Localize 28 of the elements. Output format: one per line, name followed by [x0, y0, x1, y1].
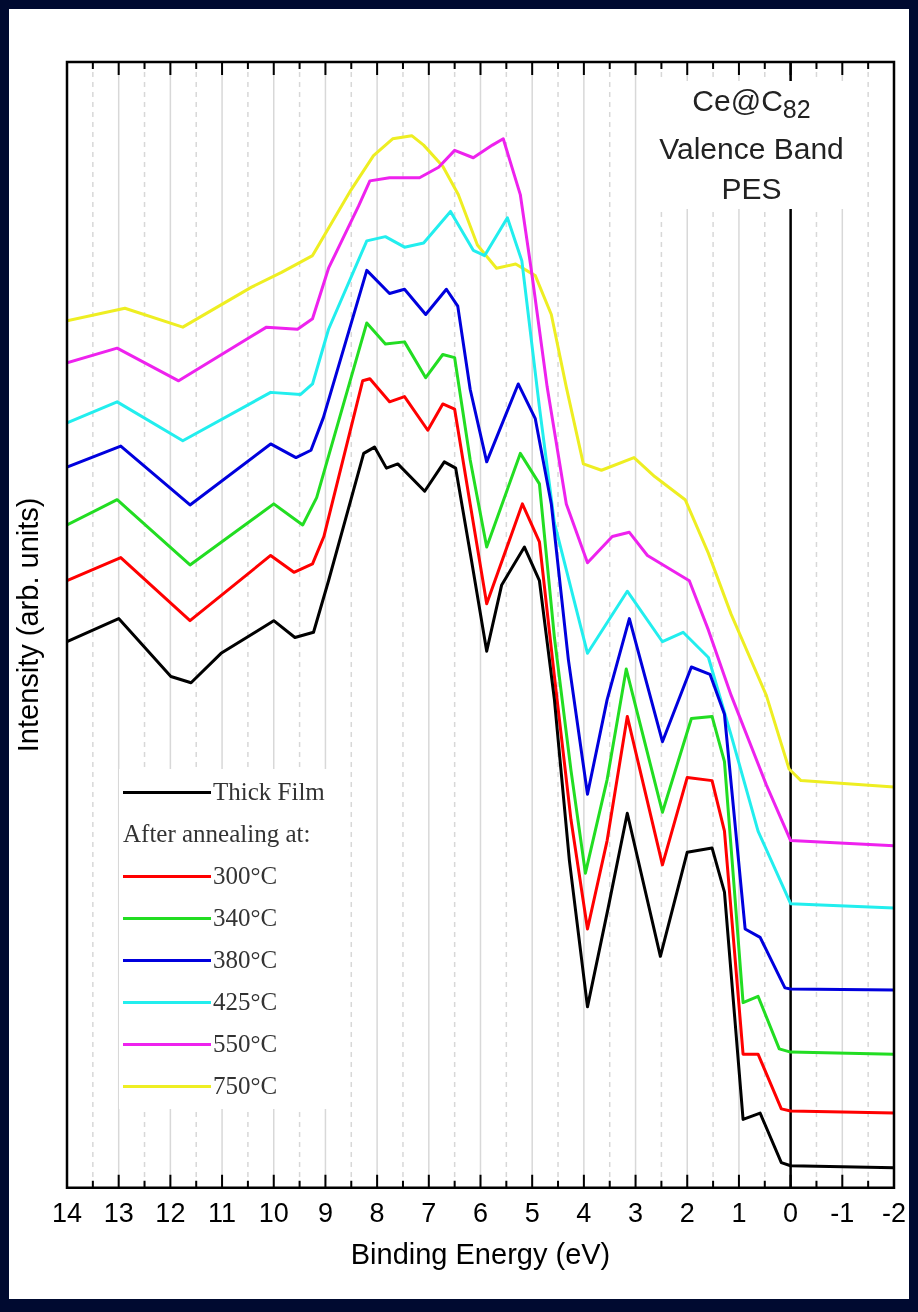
x-tick-label: 11: [208, 1198, 237, 1229]
x-tick-label: 14: [51, 1198, 83, 1229]
y-axis-title: Intensity (arb. units): [12, 497, 45, 753]
x-tick-label: 10: [258, 1198, 289, 1229]
legend-title: After annealing at:: [123, 819, 312, 849]
x-tick-label: 4: [576, 1198, 592, 1229]
chart-title: Ce@C$_{82}$ Valence Band PES: [644, 81, 859, 209]
x-tick-label: 8: [369, 1198, 385, 1229]
legend-label: 300°C: [213, 862, 278, 890]
x-tick-label: 7: [421, 1198, 437, 1229]
legend-label: 425°C: [213, 988, 278, 1016]
x-tick-label: 6: [472, 1198, 489, 1229]
x-axis-title: Binding Energy (eV): [350, 1237, 611, 1270]
legend-label: 340°C: [213, 904, 278, 932]
legend-label: Thick Film: [213, 778, 325, 806]
x-tick-label: 1: [731, 1198, 747, 1229]
legend-label: 750°C: [213, 1072, 278, 1100]
legend-label: 380°C: [213, 946, 278, 974]
x-tick-label: 3: [628, 1198, 644, 1229]
x-tick-label: -1: [830, 1198, 855, 1229]
x-tick-label: 5: [524, 1198, 540, 1229]
x-tick-label: 2: [679, 1198, 695, 1229]
x-tick-label: -2: [881, 1198, 906, 1229]
x-tick-label: 12: [155, 1198, 186, 1229]
x-tick-label: 0: [783, 1198, 799, 1229]
x-tick-label: 13: [103, 1198, 134, 1229]
x-tick-label: 9: [317, 1198, 333, 1229]
legend-label: 550°C: [213, 1030, 278, 1058]
